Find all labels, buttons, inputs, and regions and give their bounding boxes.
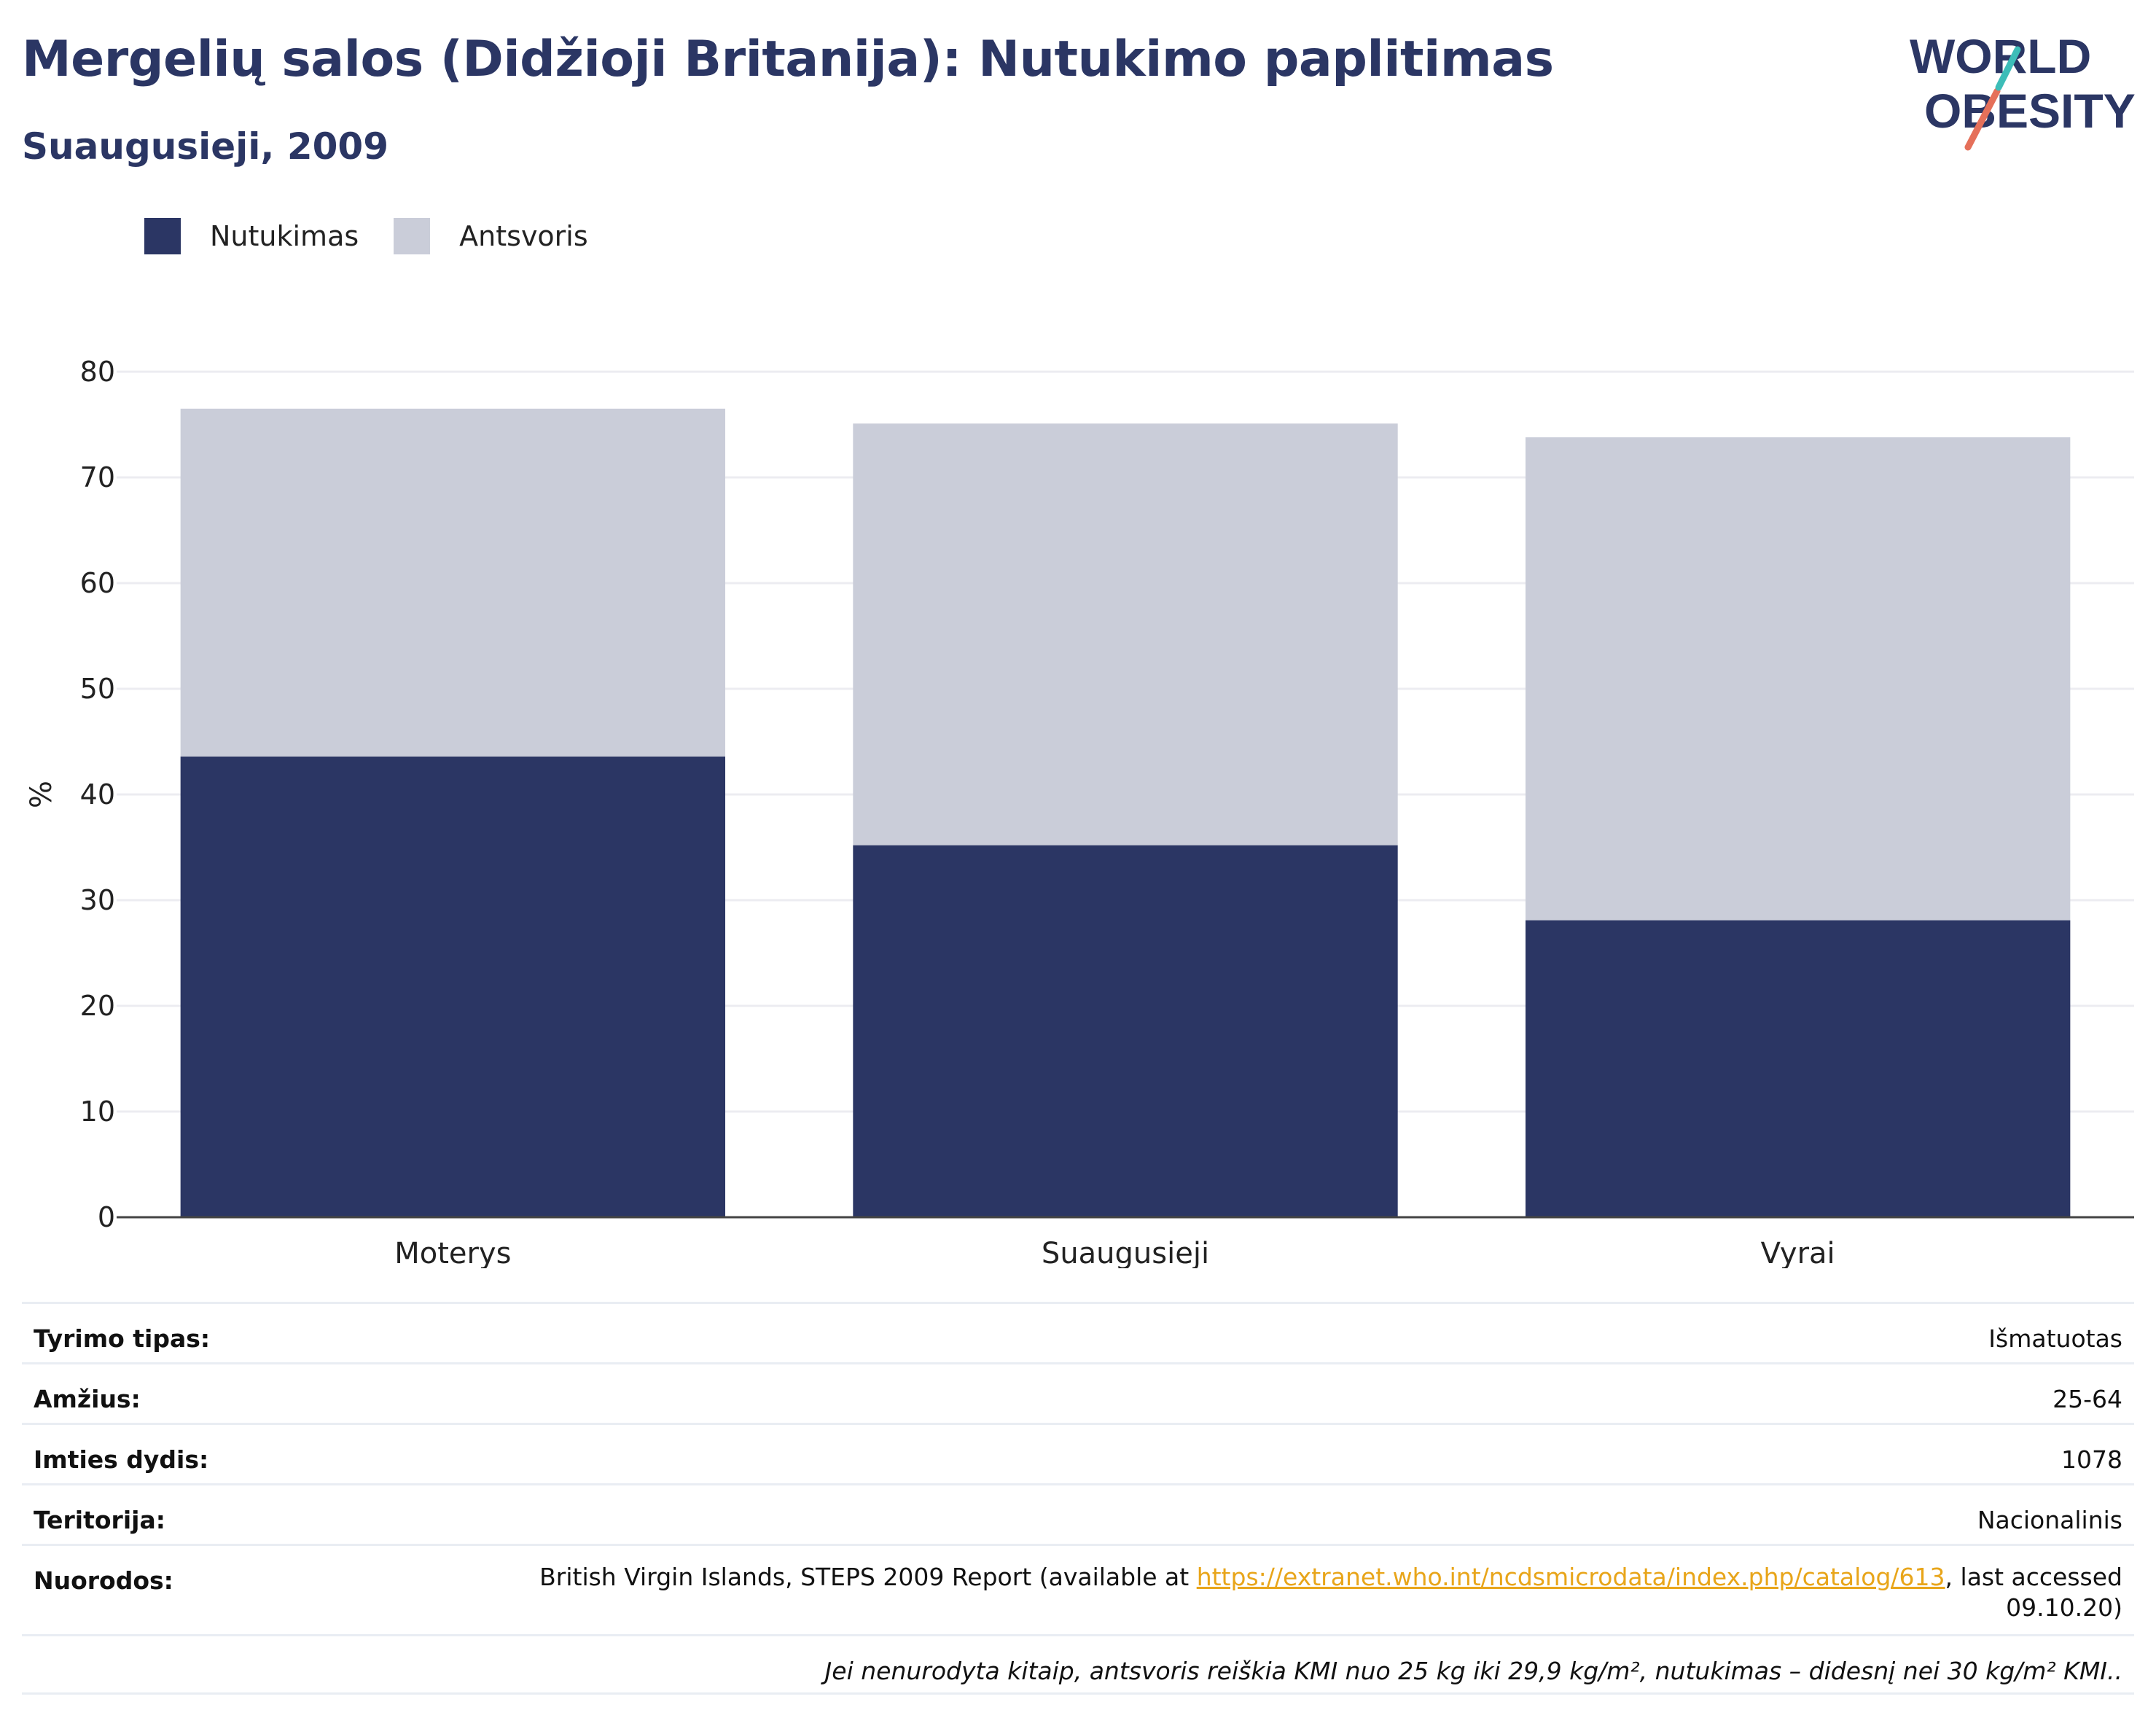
x-tick-label: Vyrai xyxy=(1761,1237,1835,1268)
chart-subtitle: Suaugusieji, 2009 xyxy=(22,125,388,168)
info-value-sample-size: 1078 xyxy=(2061,1445,2122,1474)
bar-obesity-suaugusieji xyxy=(853,845,1398,1217)
bar-overweight-moterys xyxy=(180,408,726,757)
legend-item-obesity[interactable]: Nutukimas xyxy=(144,218,359,254)
y-tick-label: 20 xyxy=(80,990,115,1022)
y-axis-title: % xyxy=(25,781,58,808)
legend-swatch-obesity xyxy=(144,218,181,254)
y-tick-label: 10 xyxy=(80,1096,115,1128)
reference-link[interactable]: https://extranet.who.int/ncdsmicrodata/i… xyxy=(1196,1563,1945,1591)
info-row-references: Nuorodos: British Virgin Islands, STEPS … xyxy=(22,1544,2134,1634)
info-value-survey-type: Išmatuotas xyxy=(1988,1324,2122,1353)
info-value-references: British Virgin Islands, STEPS 2009 Repor… xyxy=(539,1546,2122,1623)
y-tick-label: 80 xyxy=(80,356,115,388)
definition-note: Jei nenurodyta kitaip, antsvoris reiškia… xyxy=(824,1657,2122,1685)
x-tick-label: Moterys xyxy=(394,1237,511,1268)
info-label-territory: Teritorija: xyxy=(34,1506,165,1534)
info-row-note: Jei nenurodyta kitaip, antsvoris reiškia… xyxy=(22,1634,2134,1695)
y-tick-label: 30 xyxy=(80,884,115,916)
info-label-references: Nuorodos: xyxy=(34,1566,173,1595)
logo-text-world: WORLD xyxy=(1910,29,2091,83)
bar-obesity-moterys xyxy=(180,756,726,1217)
legend-item-overweight[interactable]: Antsvoris xyxy=(394,218,588,254)
y-tick-label: 50 xyxy=(80,673,115,705)
reference-date: 09.10.20) xyxy=(2006,1593,2122,1622)
info-label-sample-size: Imties dydis: xyxy=(34,1445,209,1474)
x-tick-label: Suaugusieji xyxy=(1042,1237,1209,1268)
info-value-territory: Nacionalinis xyxy=(1977,1506,2122,1534)
info-table: Tyrimo tipas: Išmatuotas Amžius: 25-64 I… xyxy=(22,1302,2134,1695)
chart-title: Mergelių salos (Didžioji Britanija): Nut… xyxy=(22,31,1554,88)
info-row-survey-type: Tyrimo tipas: Išmatuotas xyxy=(22,1302,2134,1362)
legend-swatch-overweight xyxy=(394,218,431,254)
chart-legend: Nutukimas Antsvoris xyxy=(144,216,623,257)
info-label-age: Amžius: xyxy=(34,1385,141,1413)
reference-text-after: , last accessed xyxy=(1945,1563,2122,1591)
y-tick-label: 70 xyxy=(80,461,115,493)
stacked-bar-chart: 0 10 20 30 40 50 60 70 80% Moterys Suaugusieji Vyra… xyxy=(25,356,2134,1268)
y-tick-label: 60 xyxy=(80,567,115,599)
info-label-survey-type: Tyrimo tipas: xyxy=(34,1324,211,1353)
y-tick-label: 40 xyxy=(80,778,115,811)
world-obesity-logo[interactable]: WORLD OBESITY xyxy=(1902,22,2136,153)
info-row-age: Amžius: 25-64 xyxy=(22,1362,2134,1423)
logo-text-obesity: OBESITY xyxy=(1924,84,2136,138)
legend-label-obesity: Nutukimas xyxy=(210,220,359,252)
reference-text: British Virgin Islands, STEPS 2009 Repor… xyxy=(539,1563,1197,1591)
bar-obesity-vyrai xyxy=(1525,920,2071,1217)
y-tick-label: 0 xyxy=(98,1201,115,1233)
info-value-age: 25-64 xyxy=(2053,1385,2122,1413)
legend-label-overweight: Antsvoris xyxy=(459,220,588,252)
bar-overweight-suaugusieji xyxy=(853,423,1398,845)
bar-overweight-vyrai xyxy=(1525,437,2071,921)
info-row-sample-size: Imties dydis: 1078 xyxy=(22,1423,2134,1483)
info-row-territory: Teritorija: Nacionalinis xyxy=(22,1483,2134,1544)
